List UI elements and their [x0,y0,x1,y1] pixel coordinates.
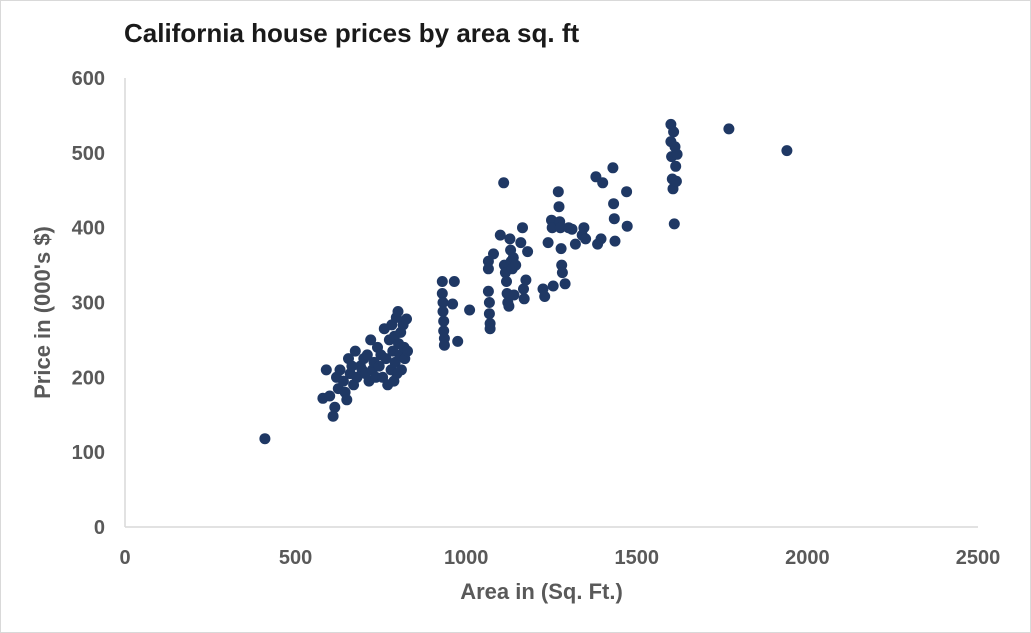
data-point [547,280,559,292]
chart-title: California house prices by area sq. ft [124,18,580,48]
x-tick-label: 500 [279,547,312,569]
data-point [329,401,341,413]
data-point [341,394,353,406]
data-point [510,259,522,271]
data-point [566,223,578,235]
data-point [515,237,527,249]
data-point [608,198,620,210]
data-point [482,285,494,297]
x-tick-label: 2500 [956,547,1001,569]
data-point [518,283,529,295]
data-point [452,335,464,347]
data-point [401,313,412,325]
data-point [580,233,592,245]
data-point [578,222,590,234]
data-point [546,222,558,234]
data-point [723,123,735,135]
data-point [670,175,682,187]
y-tick-label: 400 [72,218,105,240]
data-point [361,349,373,361]
data-point [436,276,448,287]
y-tick-label: 500 [72,143,105,165]
data-point [556,267,568,279]
data-point [595,233,607,245]
data-point [437,306,449,317]
data-point [520,274,532,286]
data-point [503,300,515,312]
data-point [324,390,336,402]
data-point [327,410,339,422]
y-tick-labels: 0 100 200 300 400 500 600 [72,68,105,539]
data-point [438,315,450,327]
data-point [609,235,621,247]
x-tick-label: 2000 [785,547,830,569]
y-tick-label: 600 [72,68,105,90]
data-point [402,345,413,357]
x-tick-label: 1000 [444,547,489,569]
data-point [517,222,528,234]
data-point [608,213,620,225]
data-point [621,220,633,232]
y-tick-label: 100 [72,442,105,464]
data-point [553,201,565,213]
data-point [597,177,609,189]
data-point [482,263,494,275]
data-point [539,291,551,302]
data-point [498,177,510,189]
y-axis-label: Price in (000's $) [30,226,55,399]
data-point [607,162,619,174]
data-point [346,360,358,372]
data-point [501,276,512,287]
data-point [552,186,564,198]
y-tick-label: 0 [94,517,105,539]
data-point [392,306,404,317]
data-point [483,308,495,320]
x-axis-label: Area in (Sq. Ft.) [460,579,623,604]
y-tick-label: 200 [72,367,105,389]
x-tick-labels: 0 500 1000 1500 2000 2500 [119,547,1000,569]
data-point [559,278,571,290]
data-point [447,298,459,310]
data-point [621,186,633,198]
data-point [508,289,520,301]
x-tick-label: 0 [119,547,130,569]
data-point [438,339,450,351]
data-point [668,218,680,230]
data-point [668,126,680,138]
data-point [337,375,349,387]
data-point [395,364,407,376]
data-point [483,297,495,308]
data-point [555,243,567,255]
data-point [671,148,683,160]
data-point [542,237,554,249]
data-point [494,229,506,241]
data-point [569,238,581,250]
data-point [554,222,566,234]
data-point [670,160,682,172]
data-point [448,276,460,287]
data-point [380,353,392,365]
y-tick-label: 300 [72,293,105,315]
data-point [484,323,496,335]
data-point [781,145,793,157]
data-point [349,345,361,357]
data-point [436,288,448,299]
data-point [464,304,476,316]
data-point [259,433,271,445]
data-point [334,364,346,376]
data-point [373,360,385,372]
data-point [522,246,534,258]
data-points [259,118,793,445]
data-point [518,293,530,305]
data-point [365,334,377,346]
data-point [504,233,516,245]
data-point [437,297,449,308]
x-tick-label: 1500 [615,547,660,569]
data-point [320,364,332,376]
data-point [488,248,499,260]
